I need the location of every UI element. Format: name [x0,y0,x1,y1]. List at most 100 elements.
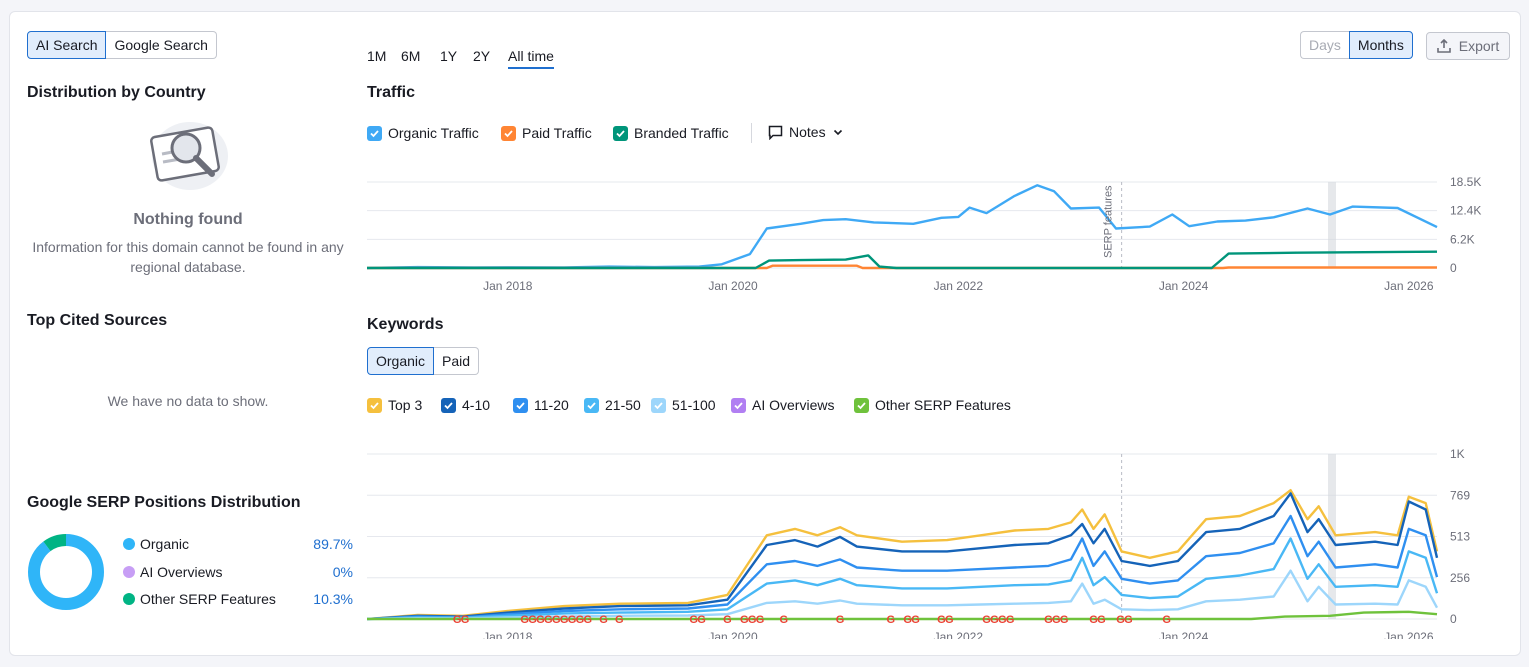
google-serp-feature-icon[interactable]: G [689,614,698,626]
google-serp-feature-icon[interactable]: G [982,614,991,626]
legend-21-50[interactable]: 21-50 [584,397,641,413]
months-tab[interactable]: Months [1348,31,1413,59]
google-serp-feature-icon[interactable]: G [461,614,470,626]
legend-11-20[interactable]: 11-20 [513,397,569,413]
series-line-organic-traffic[interactable] [367,184,1438,270]
google-serp-feature-icon[interactable]: G [911,614,920,626]
legend-ai-overviews[interactable]: AI Overviews [731,397,834,413]
google-search-tab[interactable]: Google Search [106,31,217,59]
series-line-branded-traffic[interactable] [367,250,1438,270]
period-1y[interactable]: 1Y [440,48,458,64]
google-serp-feature-icon[interactable]: G [1097,614,1106,626]
legend-other-serp-features[interactable]: Other SERP Features [854,397,1011,413]
checkbox-icon[interactable] [613,125,628,141]
google-serp-feature-icon[interactable]: G [903,614,912,626]
google-serp-feature-icon[interactable]: G [1124,614,1133,626]
days-tab[interactable]: Days [1300,31,1349,59]
period-2y[interactable]: 2Y [473,48,491,64]
main-card: AI Search Google Search 1M 6M 1Y 2Y All … [9,11,1521,656]
checkbox-icon[interactable] [584,397,599,413]
export-button[interactable]: Export [1426,32,1510,60]
google-serp-feature-icon[interactable]: G [1060,614,1069,626]
google-serp-feature-icon[interactable]: G [1006,614,1015,626]
google-serp-feature-icon[interactable]: G [576,614,585,626]
google-serp-feature-icon[interactable]: G [599,614,608,626]
period-all-time[interactable]: All time [508,48,554,69]
series-line-other-serp-features[interactable] [367,610,1438,621]
period-6m[interactable]: 6M [401,48,421,64]
series-line-4-10[interactable] [367,492,1439,621]
legend-label: 51-100 [672,397,716,413]
dist-label: Organic [140,536,190,552]
google-serp-feature-icon[interactable]: G [1089,614,1098,626]
y-tick-label: 6.2K [1450,232,1475,246]
google-serp-feature-icon[interactable]: G [552,614,561,626]
organic-dot [123,538,135,550]
google-serp-feature-icon[interactable]: G [453,614,462,626]
serp-distribution-title: Google SERP Positions Distribution [27,494,301,511]
series-line-11-20[interactable] [367,514,1439,621]
legend-paid-traffic[interactable]: Paid Traffic [501,125,592,141]
keywords-chart[interactable]: 1K 769 513 256 0 Jan 2018 Jan 2020 Jan 2022 Jan … [367,434,1507,639]
google-serp-feature-icon[interactable]: G [615,614,624,626]
google-serp-feature-icon[interactable]: G [886,614,895,626]
checkbox-icon[interactable] [367,125,382,141]
google-serp-feature-icon[interactable]: G [740,614,749,626]
google-serp-feature-icon[interactable]: G [723,614,732,626]
google-serp-feature-icon[interactable]: G [1052,614,1061,626]
series-line-paid-traffic[interactable] [367,264,1437,270]
legend-label: Paid Traffic [522,125,592,141]
series-line-top-3[interactable] [367,489,1439,621]
checkbox-icon[interactable] [513,397,528,413]
x-tick-label: Jan 2024 [1159,279,1209,292]
google-serp-feature-icon[interactable]: G [583,614,592,626]
legend-divider [751,123,752,143]
google-serp-feature-icon[interactable]: G [779,614,788,626]
dist-value[interactable]: 89.7% [313,536,353,552]
series-line-21-50[interactable] [367,537,1439,621]
google-serp-feature-icon[interactable]: G [748,614,757,626]
legend-label: Other SERP Features [875,397,1011,413]
google-serp-feature-icon[interactable]: G [1044,614,1053,626]
google-serp-feature-icon[interactable]: G [836,614,845,626]
google-serp-feature-icon[interactable]: G [1162,614,1171,626]
period-1m[interactable]: 1M [367,48,387,64]
legend-top-3[interactable]: Top 3 [367,397,422,413]
google-serp-feature-icon[interactable]: G [560,614,569,626]
legend-organic-traffic[interactable]: Organic Traffic [367,125,479,141]
donut-slice-organic[interactable] [28,534,104,610]
checkbox-icon[interactable] [367,397,382,413]
organic-tab[interactable]: Organic [367,347,435,375]
checkbox-icon[interactable] [441,397,456,413]
checkbox-icon[interactable] [501,125,516,141]
legend-branded-traffic[interactable]: Branded Traffic [613,125,729,141]
google-serp-feature-icon[interactable]: G [990,614,999,626]
google-serp-feature-icon[interactable]: G [520,614,529,626]
google-serp-feature-icon[interactable]: G [528,614,537,626]
dist-value[interactable]: 0% [332,564,353,580]
google-serp-feature-icon[interactable]: G [937,614,946,626]
google-serp-feature-icon[interactable]: G [568,614,577,626]
checkbox-icon[interactable] [854,397,869,413]
legend-4-10[interactable]: 4-10 [441,397,490,413]
paid-tab[interactable]: Paid [434,347,480,375]
google-serp-feature-icon[interactable]: G [544,614,553,626]
notes-label: Notes [789,124,826,140]
export-label: Export [1458,38,1500,54]
google-serp-feature-icon[interactable]: G [697,614,706,626]
ai-search-tab[interactable]: AI Search [27,31,107,59]
google-serp-feature-icon[interactable]: G [756,614,765,626]
nothing-found-text: Information for this domain cannot be fo… [32,239,344,275]
google-serp-feature-icon[interactable]: G [998,614,1007,626]
legend-51-100[interactable]: 51-100 [651,397,716,413]
google-serp-feature-icon[interactable]: G [1116,614,1125,626]
series-line-51-100[interactable] [367,569,1439,621]
checkbox-icon[interactable] [651,397,666,413]
traffic-chart[interactable]: 18.5K 12.4K 6.2K 0 Jan 2018 Jan 2020 Jan 2022 J… [367,162,1507,292]
dist-value[interactable]: 10.3% [313,591,353,607]
google-serp-feature-icon[interactable]: G [536,614,545,626]
notes-dropdown[interactable]: Notes [768,124,844,140]
checkbox-icon[interactable] [731,397,746,413]
google-serp-feature-icon[interactable]: G [945,614,954,626]
donut-slice-other-serp-features[interactable] [28,534,104,610]
